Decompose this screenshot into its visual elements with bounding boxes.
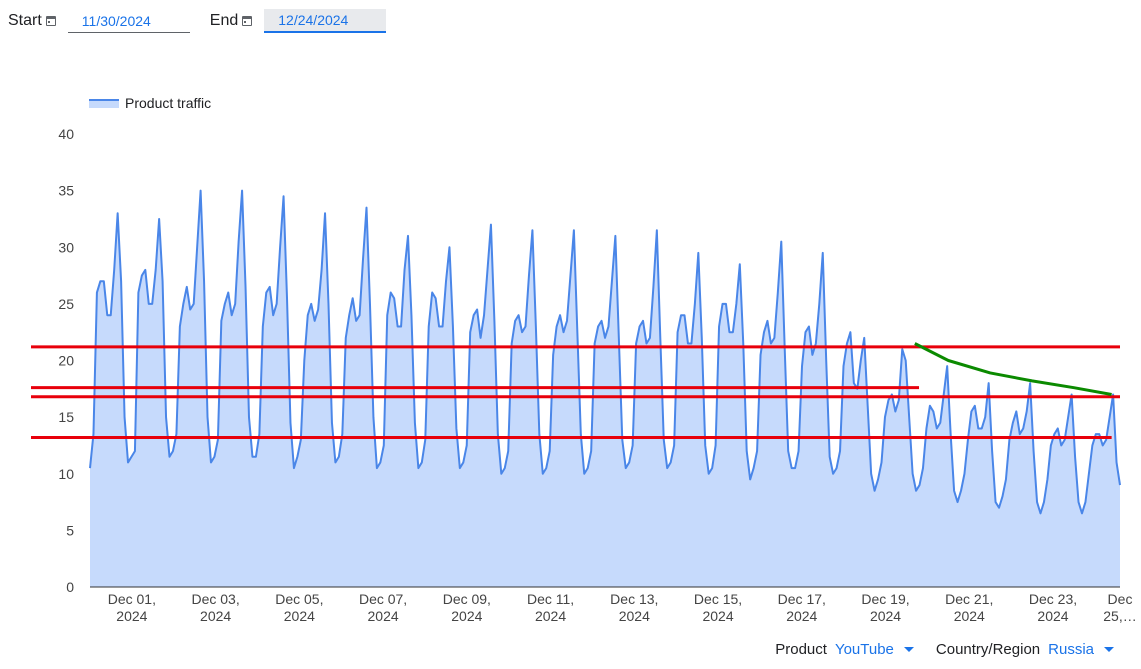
legend: Product traffic	[89, 95, 211, 111]
product-filter-value[interactable]: YouTube	[834, 640, 894, 658]
region-filter-label: Country/Region	[935, 640, 1041, 658]
x-tick-label: Dec 21, 2024	[945, 591, 993, 624]
legend-swatch	[89, 99, 119, 108]
end-date-input[interactable]	[264, 9, 387, 33]
start-label: Start	[8, 12, 42, 29]
y-tick-label: 5	[66, 522, 74, 538]
y-tick-label: 15	[58, 409, 74, 425]
x-tick-label: Dec 17, 2024	[778, 591, 826, 624]
x-tick-label: Dec 01, 2024	[108, 591, 156, 624]
end-date-group: End	[209, 9, 387, 33]
y-axis: 0 5 10 15 20 25 30 35 40	[58, 126, 74, 595]
start-date-input[interactable]	[67, 9, 190, 33]
x-tick-label: Dec 19, 2024	[861, 591, 909, 624]
x-tick-label: Dec 09, 2024	[443, 591, 491, 624]
x-tick-label: Dec 13, 2024	[610, 591, 658, 624]
filter-bar: Product YouTube Country/Region Russia	[753, 639, 1114, 659]
traffic-line	[89, 189, 1121, 515]
x-tick-label: Dec 05, 2024	[275, 591, 323, 624]
y-tick-label: 0	[66, 579, 74, 595]
x-tick-label: Dec 25,…	[1103, 591, 1136, 624]
x-tick-label: Dec 15, 2024	[694, 591, 742, 624]
product-filter-label: Product	[775, 640, 827, 658]
region-filter-value[interactable]: Russia	[1048, 640, 1094, 658]
x-tick-label: Dec 03, 2024	[191, 591, 239, 624]
x-tick-label: Dec 07, 2024	[359, 591, 407, 624]
product-filter[interactable]: Product YouTube	[775, 641, 914, 658]
traffic-chart: Product traffic 0 5 10 15 20 25 30 35 40 Dec 01,…	[31, 95, 1137, 624]
region-filter[interactable]: Country/Region Russia	[936, 641, 1114, 658]
y-tick-label: 20	[58, 353, 74, 369]
y-tick-label: 10	[58, 466, 74, 482]
start-date-group: Start	[8, 9, 190, 33]
y-tick-label: 35	[58, 183, 74, 199]
y-tick-label: 40	[58, 126, 74, 142]
x-tick-label: Dec 23, 2024	[1029, 591, 1077, 624]
x-tick-label: Dec 11, 2024	[527, 591, 574, 624]
triangle-down-icon[interactable]	[903, 646, 914, 652]
annotations	[31, 342, 1120, 440]
y-tick-label: 25	[58, 296, 74, 312]
date-range-controls: Start End	[8, 8, 406, 34]
triangle-down-icon[interactable]	[1104, 646, 1114, 652]
legend-label: Product traffic	[125, 95, 211, 111]
green-trend-curve	[914, 342, 1112, 396]
calendar-icon[interactable]	[45, 16, 56, 26]
x-axis: Dec 01, 2024 Dec 03, 2024 Dec 05, 2024 Dec 07,…	[108, 591, 1137, 624]
calendar-icon[interactable]	[242, 16, 253, 26]
end-label: End	[209, 12, 239, 29]
y-tick-label: 30	[58, 239, 74, 255]
